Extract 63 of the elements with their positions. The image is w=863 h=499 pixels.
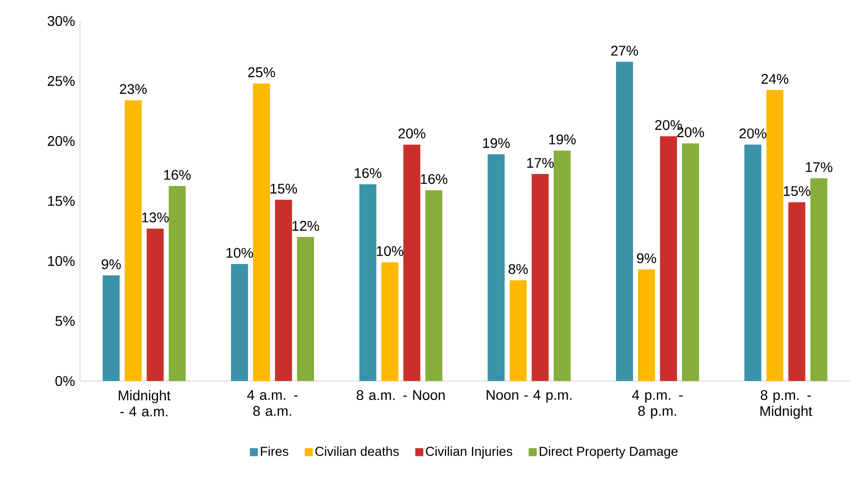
legend-label: Fires	[260, 446, 288, 456]
legend-label: Civilian deaths	[315, 446, 399, 456]
data-label: 19%	[483, 138, 510, 148]
bar	[660, 136, 677, 381]
bar	[425, 190, 442, 381]
data-label: 17%	[806, 162, 832, 172]
bar	[275, 200, 292, 381]
data-label: 10%	[376, 246, 404, 256]
data-label: 16%	[420, 174, 448, 184]
bar	[488, 154, 505, 381]
bar	[381, 262, 398, 381]
bar	[403, 144, 420, 381]
data-label: 8%	[508, 264, 528, 274]
bar	[616, 62, 633, 381]
bar	[168, 186, 186, 381]
y-tick-label: 0%	[55, 376, 75, 386]
bar	[788, 202, 806, 381]
data-label: 16%	[164, 170, 191, 180]
data-label: 9%	[102, 259, 121, 270]
bar	[638, 269, 655, 381]
bar	[124, 100, 142, 381]
legend-label: Direct Property Damage	[540, 446, 678, 459]
data-label: 24%	[762, 74, 788, 84]
data-label: 10%	[226, 248, 254, 258]
bar	[554, 150, 571, 381]
bar	[766, 90, 784, 381]
data-label: 20%	[398, 128, 426, 138]
y-tick-label: 15%	[48, 196, 75, 206]
data-label: 12%	[292, 220, 320, 231]
data-label: 15%	[270, 184, 298, 194]
bar	[146, 228, 164, 381]
data-label: 23%	[120, 84, 147, 94]
data-label: 13%	[142, 212, 169, 222]
bar	[102, 275, 120, 381]
data-label: 27%	[611, 46, 638, 56]
data-label: 20%	[740, 128, 766, 138]
data-label: 17%	[527, 158, 554, 168]
x-tick-label: 4 p.m. - 8 p.m.	[632, 390, 683, 419]
bar	[532, 174, 549, 381]
bar	[359, 184, 376, 381]
data-label: 9%	[637, 253, 656, 264]
legend-label: Civilian Injuries	[426, 446, 512, 459]
y-tick-label: 5%	[55, 316, 75, 326]
x-tick-label: 8 a.m. - Noon	[356, 390, 445, 400]
bar	[744, 144, 762, 381]
data-label: 15%	[784, 186, 810, 196]
bar	[682, 143, 699, 381]
data-label: 16%	[354, 168, 382, 178]
x-tick-label: Noon - 4 p.m.	[486, 390, 572, 403]
x-tick-label: 4 a.m. - 8 a.m.	[247, 390, 298, 416]
bar	[231, 264, 248, 381]
y-tick-label: 10%	[48, 256, 75, 266]
bar	[810, 178, 828, 381]
x-tick-label: 8 p.m. - Midnight	[760, 390, 812, 419]
x-tick-label: Midnight - 4 a.m.	[118, 390, 171, 416]
bar	[510, 280, 527, 381]
y-tick-label: 20%	[48, 136, 75, 146]
bar	[253, 83, 270, 381]
data-label: 19%	[549, 134, 576, 144]
bar	[297, 237, 314, 381]
y-tick-label: 30%	[48, 16, 75, 26]
data-label: 25%	[248, 67, 276, 78]
y-tick-label: 25%	[48, 76, 75, 86]
